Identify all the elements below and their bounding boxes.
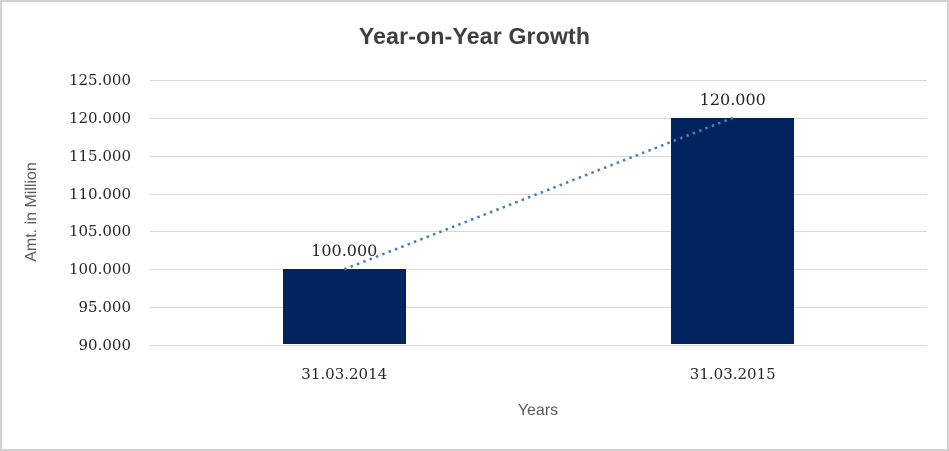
x-tick-label: 31.03.2014 (301, 365, 388, 383)
y-tick-label: 100.000 (68, 260, 131, 279)
gridline (150, 155, 927, 157)
y-tick-label: 95.000 (78, 298, 132, 317)
chart-title: Year-on-Year Growth (358, 23, 591, 49)
y-tick-label: 115.000 (68, 146, 131, 165)
gridline (150, 80, 927, 81)
gridline (150, 269, 927, 271)
gridline (150, 231, 927, 233)
bar-value-label: 120.000 (699, 89, 766, 109)
y-tick-label: 110.000 (68, 184, 131, 203)
bar-31.03.2014 (282, 269, 406, 344)
plot-area (150, 80, 927, 346)
gridline (150, 117, 927, 119)
bar-value-label: 100.000 (311, 241, 378, 261)
y-tick-label: 120.000 (68, 108, 131, 127)
x-tick-label: 31.03.2015 (689, 365, 776, 383)
x-axis-title: Years (517, 402, 559, 419)
y-tick-label: 90.000 (78, 336, 132, 354)
bar-31.03.2015 (671, 117, 795, 344)
y-axis-title: Amt. in Million (23, 162, 40, 262)
y-tick-label: 125.000 (68, 71, 131, 89)
gridline (150, 307, 927, 309)
gridline (150, 193, 927, 195)
trendline (343, 116, 734, 271)
y-tick-label: 105.000 (68, 222, 131, 241)
gridline (150, 345, 927, 346)
